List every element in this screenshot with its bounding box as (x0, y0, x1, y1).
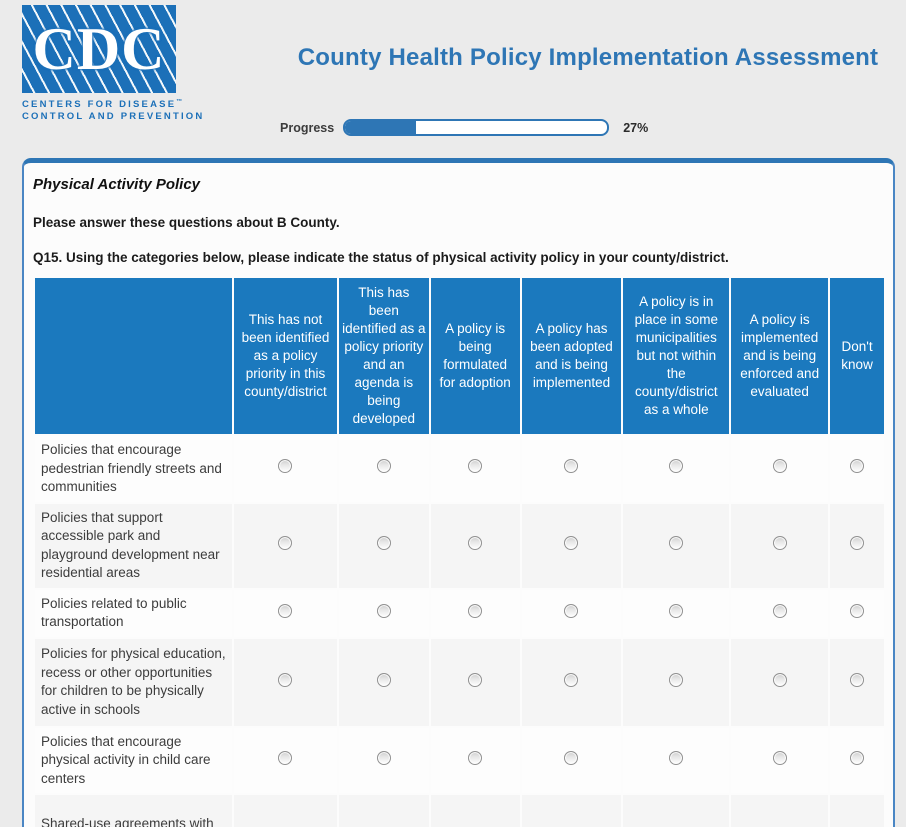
row-label: Policies related to public transportatio… (35, 589, 233, 637)
progress-bar (343, 119, 610, 136)
radio-button[interactable] (468, 536, 483, 550)
row-label: Policies for physical education, recess … (35, 638, 233, 726)
cdc-logo-box: CDC (22, 5, 176, 93)
radio-button[interactable] (564, 750, 579, 765)
matrix-corner-cell (35, 278, 233, 434)
section-heading: Physical Activity Policy (33, 176, 201, 193)
column-header: A policy is implemented and is being enf… (731, 278, 829, 434)
radio-button[interactable] (376, 750, 391, 765)
page-title: County Health Policy Implementation Asse… (297, 44, 879, 71)
matrix-row: Policies that encourage pedestrian frien… (35, 436, 884, 502)
radio-button[interactable] (669, 603, 684, 618)
matrix-row: Shared-use agreements with schools that … (35, 795, 884, 827)
radio-button[interactable] (669, 536, 684, 550)
radio-button[interactable] (278, 459, 293, 474)
radio-button[interactable] (850, 536, 865, 550)
section-intro: Please answer these questions about B Co… (33, 215, 340, 230)
question-number: Q15. (33, 250, 63, 265)
radio-button[interactable] (772, 459, 787, 474)
radio-button[interactable] (669, 672, 684, 687)
radio-button[interactable] (278, 536, 293, 550)
radio-button[interactable] (278, 750, 293, 765)
radio-button[interactable] (376, 536, 391, 550)
policy-status-matrix: This has not been identified as a policy… (33, 276, 886, 827)
column-header: A policy is in place in some municipalit… (623, 278, 730, 434)
radio-button[interactable] (376, 603, 391, 618)
progress-label: Progress (280, 120, 335, 135)
survey-panel: Physical Activity Policy Please answer t… (22, 158, 895, 827)
row-label: Shared-use agreements with schools that … (35, 795, 233, 827)
matrix-row: Policies for physical education, recess … (35, 638, 884, 726)
matrix-row: Policies that support accessible park an… (35, 503, 884, 588)
progress-bar-fill (345, 121, 416, 134)
cdc-logo-acronym: CDC (32, 16, 166, 82)
radio-button[interactable] (278, 672, 293, 687)
question-text: Q15. Using the categories below, please … (33, 250, 729, 265)
radio-button[interactable] (850, 750, 865, 765)
radio-button[interactable] (669, 459, 684, 474)
matrix-row: Policies related to public transportatio… (35, 589, 884, 637)
radio-button[interactable] (468, 459, 483, 474)
row-label: Policies that encourage physical activit… (35, 727, 233, 793)
radio-button[interactable] (564, 536, 579, 550)
radio-button[interactable] (850, 459, 865, 474)
cdc-logo-stripes (22, 5, 176, 93)
radio-button[interactable] (850, 672, 865, 687)
radio-button[interactable] (564, 672, 579, 687)
cdc-logo-caption: CENTERS FOR DISEASE™ CONTROL AND PREVENTI… (22, 99, 205, 123)
radio-button[interactable] (468, 672, 483, 687)
matrix-header-row: This has not been identified as a policy… (35, 278, 884, 434)
row-label: Policies that encourage pedestrian frien… (35, 436, 233, 502)
radio-button[interactable] (772, 750, 787, 765)
radio-button[interactable] (772, 603, 787, 618)
progress-percent: 27% (623, 120, 649, 135)
progress-row: Progress 27% (280, 119, 648, 136)
radio-button[interactable] (468, 750, 483, 765)
radio-button[interactable] (772, 672, 787, 687)
column-header: A policy has been adopted and is being i… (521, 278, 622, 434)
column-header: This has been identified as a policy pri… (338, 278, 429, 434)
column-header: This has not been identified as a policy… (234, 278, 337, 434)
radio-button[interactable] (669, 750, 684, 765)
radio-button[interactable] (278, 603, 293, 618)
radio-button[interactable] (468, 603, 483, 618)
row-label: Policies that support accessible park an… (35, 503, 233, 588)
radio-button[interactable] (564, 603, 579, 618)
column-header: Don't know (830, 278, 884, 434)
radio-button[interactable] (376, 672, 391, 687)
cdc-logo: CDC CENTERS FOR DISEASE™ CONTROL AND PREV… (22, 5, 205, 123)
column-header: A policy is being formulated for adoptio… (430, 278, 520, 434)
radio-button[interactable] (564, 459, 579, 474)
matrix-row: Policies that encourage physical activit… (35, 727, 884, 793)
radio-button[interactable] (376, 459, 391, 474)
radio-button[interactable] (850, 603, 865, 618)
trademark-symbol: ™ (176, 99, 183, 105)
radio-button[interactable] (772, 536, 787, 550)
